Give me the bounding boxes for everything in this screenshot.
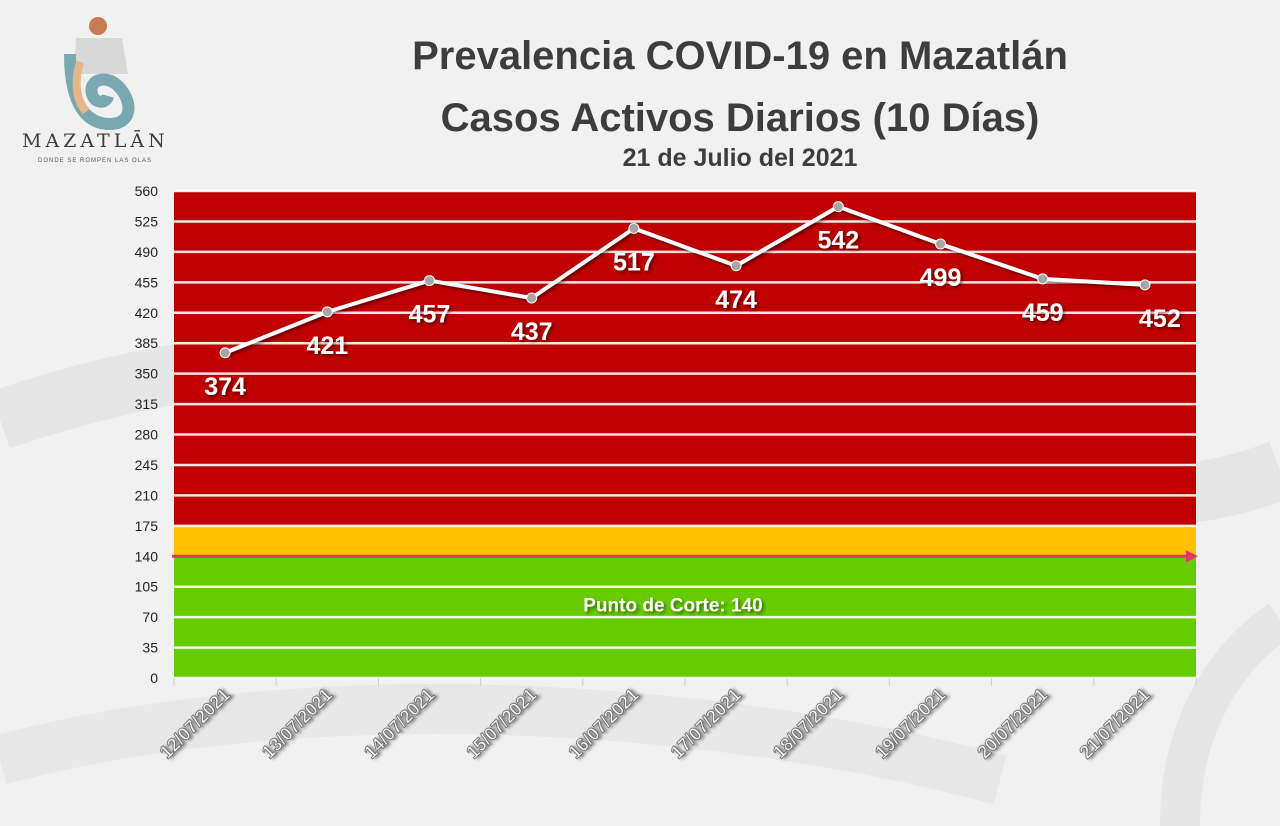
y-tick-label: 525 bbox=[135, 213, 159, 229]
logo-wordmark: MAZATLĀN bbox=[22, 130, 169, 152]
data-label: 542 bbox=[817, 227, 859, 255]
x-tick-label: 12/07/2021 bbox=[156, 685, 234, 763]
data-point bbox=[424, 275, 435, 287]
data-label: 474 bbox=[715, 286, 757, 314]
x-tick-label: 13/07/2021 bbox=[258, 685, 336, 763]
y-tick-label: 315 bbox=[135, 396, 159, 412]
data-point bbox=[321, 306, 333, 318]
data-point bbox=[1037, 273, 1049, 285]
logo-tagline: DONDE SE ROMPEN LAS OLAS bbox=[38, 158, 153, 164]
data-label: 452 bbox=[1139, 305, 1181, 333]
data-label: 499 bbox=[920, 264, 962, 292]
y-tick-label: 35 bbox=[142, 640, 158, 656]
y-tick-label: 560 bbox=[135, 183, 159, 199]
y-tick-label: 210 bbox=[135, 487, 159, 503]
y-tick-label: 420 bbox=[135, 305, 159, 321]
x-tick-label: 19/07/2021 bbox=[871, 685, 949, 763]
x-tick-label: 20/07/2021 bbox=[974, 685, 1052, 763]
x-tick-label: 14/07/2021 bbox=[360, 685, 438, 763]
cutoff-arrow bbox=[1186, 550, 1198, 563]
data-label: 517 bbox=[613, 248, 655, 276]
y-tick-label: 385 bbox=[135, 335, 159, 351]
data-label: 437 bbox=[511, 318, 553, 346]
x-tick-label: 15/07/2021 bbox=[463, 685, 541, 763]
data-label: 459 bbox=[1022, 299, 1064, 327]
chart-subtitle: 21 de Julio del 2021 bbox=[622, 144, 858, 172]
data-point bbox=[1139, 279, 1151, 291]
x-tick-label: 18/07/2021 bbox=[769, 685, 847, 763]
y-tick-label: 70 bbox=[142, 609, 158, 625]
data-label: 421 bbox=[306, 332, 348, 360]
x-tick-label: 16/07/2021 bbox=[565, 685, 643, 763]
data-point bbox=[730, 260, 742, 272]
data-point bbox=[832, 201, 844, 213]
y-tick-label: 105 bbox=[135, 579, 159, 595]
y-tick-label: 175 bbox=[135, 518, 159, 534]
y-tick-label: 245 bbox=[135, 457, 159, 473]
mazatlan-logo bbox=[64, 17, 135, 131]
y-tick-label: 350 bbox=[135, 366, 159, 382]
data-label: 457 bbox=[409, 301, 451, 329]
y-tick-label: 140 bbox=[135, 548, 159, 564]
data-point bbox=[935, 238, 946, 250]
x-tick-label: 21/07/2021 bbox=[1076, 685, 1154, 763]
zone-band-1 bbox=[174, 525, 1196, 557]
chart-title-line2: Casos Activos Diarios (10 Días) bbox=[440, 96, 1040, 140]
data-label: 374 bbox=[204, 373, 246, 401]
y-tick-label: 455 bbox=[135, 274, 159, 290]
x-tick-label: 17/07/2021 bbox=[667, 685, 745, 763]
chart-title-line1: Prevalencia COVID-19 en Mazatlán bbox=[412, 34, 1068, 78]
data-point bbox=[219, 347, 231, 359]
series-line bbox=[224, 204, 1146, 355]
y-tick-label: 280 bbox=[135, 427, 159, 443]
y-tick-label: 490 bbox=[135, 244, 159, 260]
y-tick-label: 0 bbox=[150, 670, 158, 686]
cutoff-label: Punto de Corte: 140 bbox=[583, 596, 762, 617]
data-point bbox=[526, 292, 538, 304]
data-point bbox=[628, 222, 640, 234]
